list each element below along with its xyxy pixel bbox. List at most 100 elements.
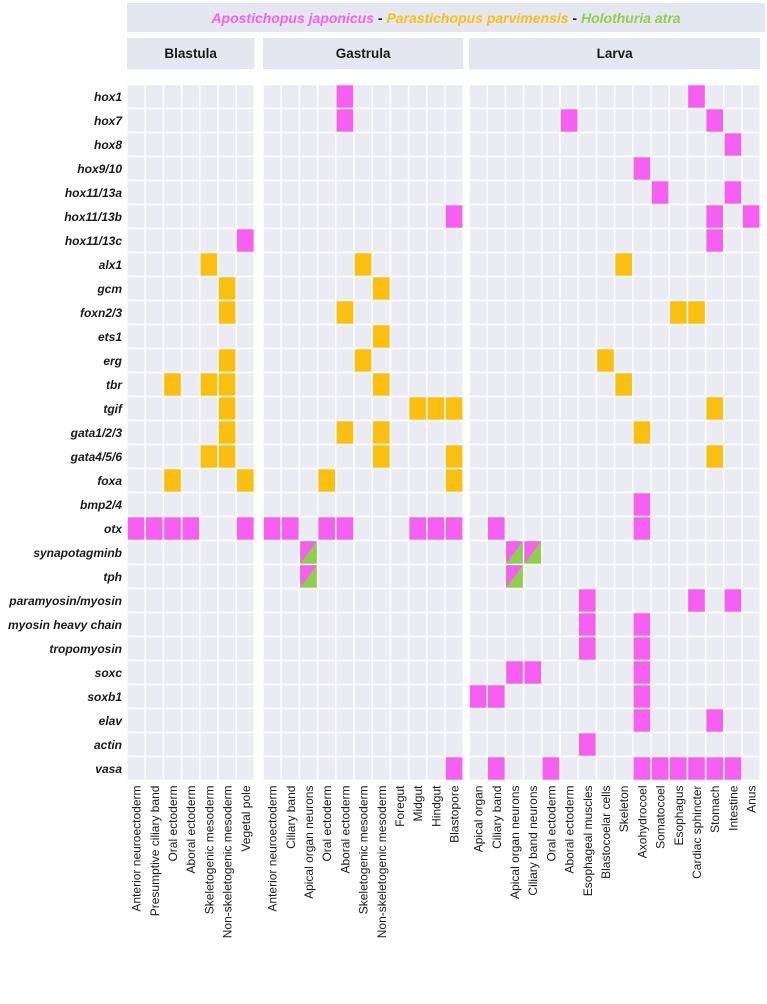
cell-empty <box>409 421 427 444</box>
cell-empty <box>669 109 687 132</box>
cell-empty <box>300 229 317 252</box>
cell-empty <box>445 637 463 660</box>
cell-empty <box>706 421 724 444</box>
cell-empty <box>164 661 181 684</box>
cell-empty <box>506 325 523 348</box>
cell-empty <box>706 277 724 300</box>
cell-empty <box>445 685 463 708</box>
column-label: Oral ectoderm <box>166 786 180 862</box>
legend-segment: - <box>374 10 386 26</box>
cell-empty <box>427 325 445 348</box>
cell-empty <box>469 397 487 420</box>
cell-empty <box>318 397 336 420</box>
cell-empty <box>281 109 299 132</box>
cell-empty <box>409 637 427 660</box>
cell-empty <box>218 109 236 132</box>
cell-empty <box>578 469 596 492</box>
cell-split-triangle <box>524 541 542 564</box>
cell-empty <box>706 85 724 108</box>
cell-empty <box>633 205 651 228</box>
cell-empty <box>742 181 760 204</box>
cell-empty <box>164 133 181 156</box>
cell-empty <box>651 229 669 252</box>
cell-empty <box>182 109 200 132</box>
cell-empty <box>669 565 687 588</box>
cell-empty <box>542 589 560 612</box>
cell-empty <box>633 85 651 108</box>
cell-empty <box>164 397 181 420</box>
cell-empty <box>127 133 145 156</box>
cell-empty <box>542 181 560 204</box>
cell-empty <box>542 733 560 756</box>
cell-empty <box>318 493 336 516</box>
cell-empty <box>127 349 145 372</box>
cell-empty <box>560 325 578 348</box>
cell-expressed <box>445 205 463 228</box>
cell-expressed <box>354 349 372 372</box>
cell-empty <box>300 157 317 180</box>
cell-empty <box>669 373 687 396</box>
cell-empty <box>318 565 336 588</box>
cell-empty <box>506 685 523 708</box>
cell-empty <box>336 541 354 564</box>
cell-empty <box>218 133 236 156</box>
cell-empty <box>706 541 724 564</box>
cell-empty <box>391 517 408 540</box>
cell-empty <box>336 637 354 660</box>
cell-empty <box>506 637 523 660</box>
cell-empty <box>281 133 299 156</box>
cell-empty <box>300 637 317 660</box>
cell-empty <box>651 205 669 228</box>
cell-expressed <box>372 325 390 348</box>
cell-expressed <box>688 301 705 324</box>
cell-empty <box>318 205 336 228</box>
cell-empty <box>145 493 163 516</box>
cell-empty <box>300 445 317 468</box>
cell-empty <box>560 517 578 540</box>
column-label: Skeleton <box>617 786 631 833</box>
cell-empty <box>263 325 281 348</box>
cell-empty <box>409 757 427 780</box>
cell-expressed <box>318 517 336 540</box>
cell-empty <box>281 541 299 564</box>
cell-empty <box>524 133 542 156</box>
cell-empty <box>542 541 560 564</box>
cell-empty <box>669 205 687 228</box>
cell-empty <box>651 565 669 588</box>
cell-expressed <box>218 373 236 396</box>
cell-empty <box>742 445 760 468</box>
cell-empty <box>145 565 163 588</box>
cell-empty <box>281 589 299 612</box>
cell-empty <box>487 445 505 468</box>
cell-empty <box>469 133 487 156</box>
cell-empty <box>578 229 596 252</box>
cell-empty <box>145 445 163 468</box>
cell-empty <box>615 757 633 780</box>
cell-empty <box>615 589 633 612</box>
cell-empty <box>354 325 372 348</box>
cell-empty <box>724 613 742 636</box>
cell-empty <box>200 301 218 324</box>
cell-empty <box>300 349 317 372</box>
cell-empty <box>145 541 163 564</box>
cell-empty <box>597 325 614 348</box>
cell-expressed <box>354 253 372 276</box>
cell-empty <box>669 421 687 444</box>
cell-empty <box>597 109 614 132</box>
cell-expressed <box>200 373 218 396</box>
cell-empty <box>578 517 596 540</box>
cell-empty <box>742 109 760 132</box>
row-label-soxc: soxc <box>95 666 123 680</box>
cell-expressed <box>724 589 742 612</box>
cell-empty <box>542 229 560 252</box>
cell-empty <box>615 685 633 708</box>
cell-empty <box>391 493 408 516</box>
cell-empty <box>336 469 354 492</box>
cell-empty <box>742 325 760 348</box>
cell-empty <box>542 637 560 660</box>
cell-split-triangle <box>506 565 523 588</box>
cell-empty <box>688 733 705 756</box>
cell-empty <box>218 229 236 252</box>
cell-empty <box>409 325 427 348</box>
cell-empty <box>651 85 669 108</box>
